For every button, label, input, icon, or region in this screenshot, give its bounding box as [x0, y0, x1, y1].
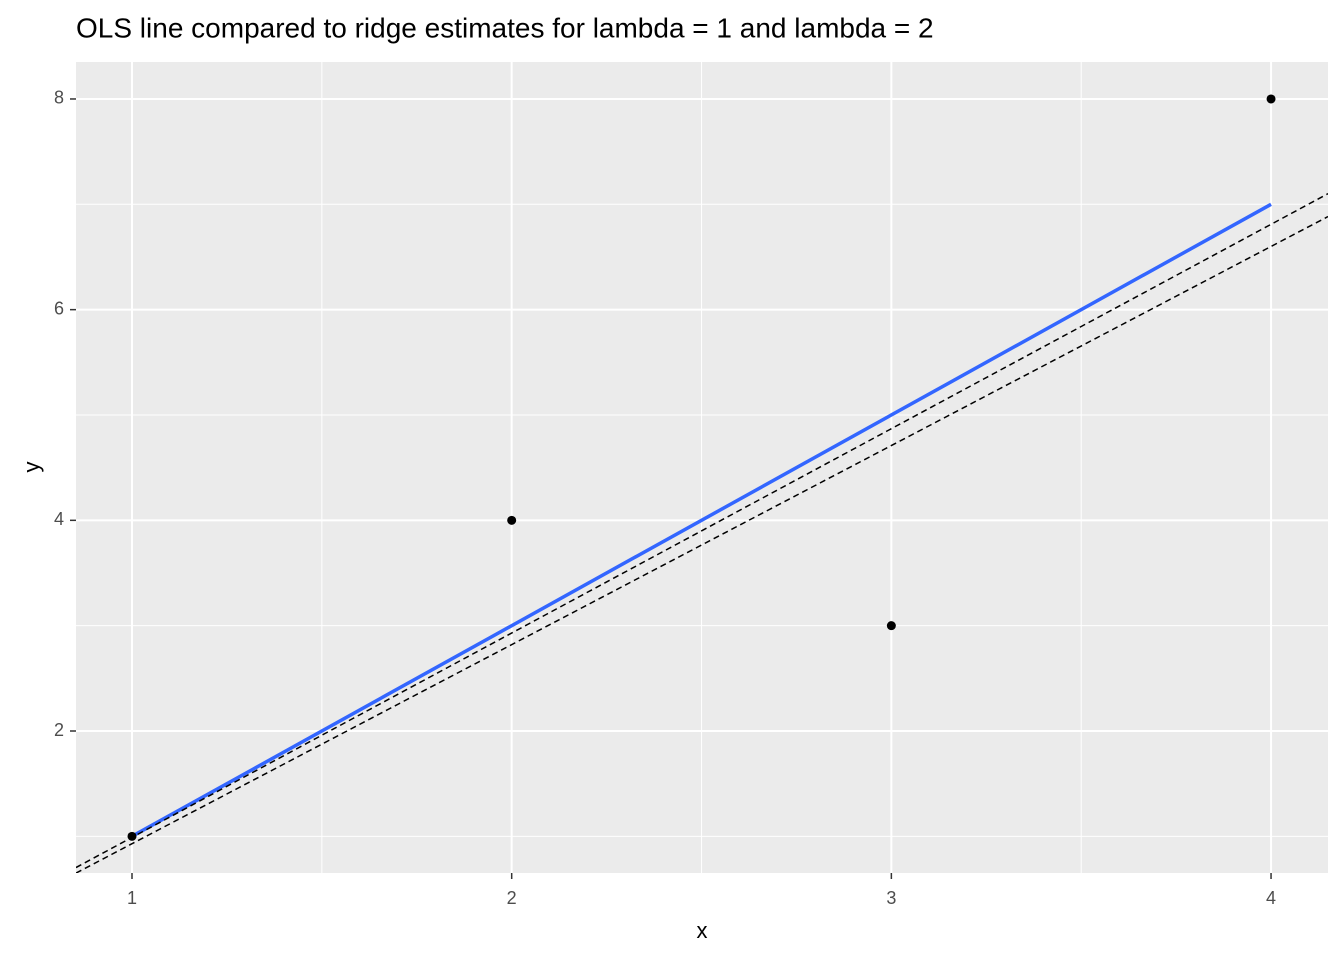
- y-tick-label: 4: [54, 509, 64, 529]
- point: [1266, 94, 1276, 104]
- x-tick-label: 2: [507, 888, 517, 908]
- y-tick-label: 6: [54, 298, 64, 318]
- ridge-line: [76, 193, 1328, 869]
- ridge-line: [76, 215, 1328, 873]
- point: [507, 515, 517, 525]
- point: [886, 621, 896, 631]
- x-tick-label: 1: [127, 888, 137, 908]
- x-axis-label: x: [697, 918, 708, 943]
- point: [127, 831, 137, 841]
- chart-title: OLS line compared to ridge estimates for…: [76, 12, 934, 43]
- x-tick-label: 4: [1266, 888, 1276, 908]
- ols-line: [131, 202, 1272, 838]
- y-tick-label: 2: [54, 720, 64, 740]
- y-axis-label: y: [19, 462, 44, 473]
- x-tick-label: 3: [886, 888, 896, 908]
- y-tick-label: 8: [54, 88, 64, 108]
